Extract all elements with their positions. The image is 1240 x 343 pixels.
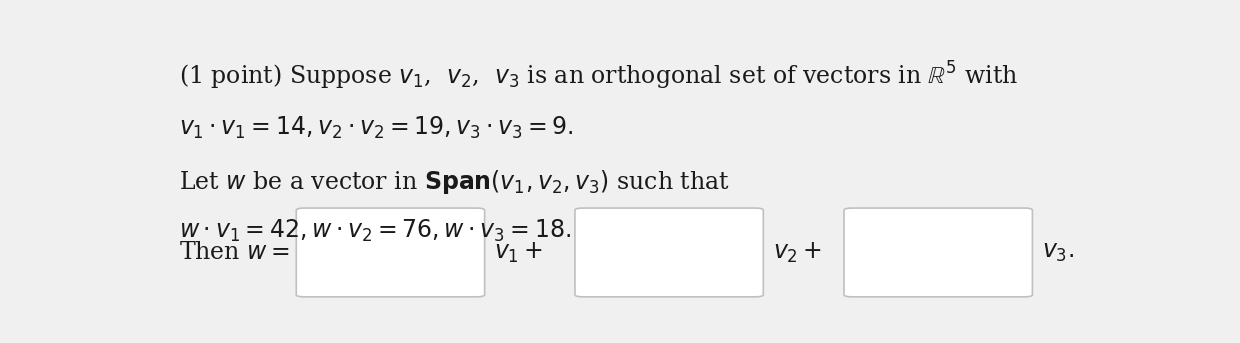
Text: (1 point) Suppose $v_1$,  $v_2$,  $v_3$ is an orthogonal set of vectors in $\mat: (1 point) Suppose $v_1$, $v_2$, $v_3$ is… (179, 60, 1018, 92)
Text: Let $w$ be a vector in $\mathbf{Span}(v_1, v_2, v_3)$ such that: Let $w$ be a vector in $\mathbf{Span}(v_… (179, 168, 730, 196)
FancyBboxPatch shape (844, 208, 1033, 297)
Text: $w \cdot v_1 = 42, w \cdot v_2 = 76, w \cdot v_3 = 18.$: $w \cdot v_1 = 42, w \cdot v_2 = 76, w \… (179, 218, 572, 244)
FancyBboxPatch shape (575, 208, 764, 297)
Text: $v_2+$: $v_2+$ (773, 240, 822, 264)
Text: $v_1+$: $v_1+$ (495, 240, 543, 264)
Text: Then $w = $: Then $w = $ (179, 241, 290, 264)
Text: $v_3.$: $v_3.$ (1042, 241, 1074, 264)
FancyBboxPatch shape (296, 208, 485, 297)
Text: $v_1 \cdot v_1 = 14, v_2 \cdot v_2 = 19, v_3 \cdot v_3 = 9.$: $v_1 \cdot v_1 = 14, v_2 \cdot v_2 = 19,… (179, 115, 574, 141)
